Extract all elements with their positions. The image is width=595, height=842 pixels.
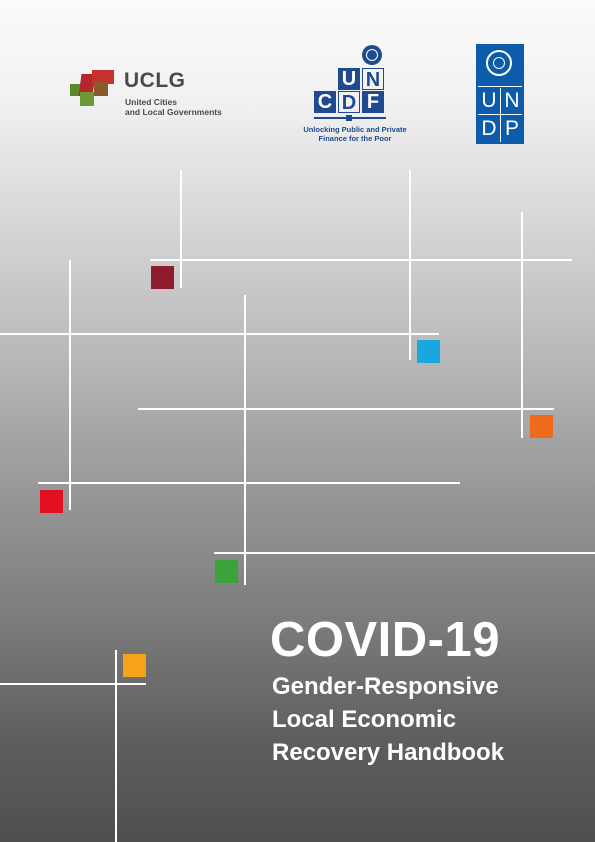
subtitle-line: Gender-Responsive — [272, 673, 499, 700]
un-emblem-icon — [362, 45, 382, 65]
uclg-fullname-line: and Local Governments — [125, 107, 222, 117]
cyan-square — [417, 340, 440, 363]
subtitle-line: Recovery Handbook — [272, 739, 505, 766]
decorative-line — [0, 333, 439, 335]
cover-subtitle: Gender-Responsive Local Economic Recover… — [272, 670, 504, 769]
orange-square — [530, 415, 553, 438]
uclg-mark-piece — [80, 92, 94, 106]
uclg-fullname: United Cities and Local Governments — [125, 97, 222, 117]
uncdf-letter: U — [338, 68, 360, 90]
decorative-line — [244, 295, 246, 585]
decorative-line — [115, 650, 117, 842]
uncdf-tagline-line: Unlocking Public and Private — [303, 125, 407, 134]
decorative-line — [0, 683, 146, 685]
undp-letter: N — [504, 89, 520, 112]
decorative-line — [409, 170, 411, 360]
uncdf-letter: C — [314, 91, 336, 113]
undp-divider — [478, 86, 522, 87]
uncdf-tagline: Unlocking Public and Private Finance for… — [290, 125, 420, 143]
uncdf-logo: U N C D F Unlocking Public and Private F… — [290, 44, 430, 154]
uncdf-dot — [346, 115, 352, 121]
subtitle-line: Local Economic — [272, 706, 457, 733]
uncdf-letter: N — [362, 68, 384, 91]
decorative-line — [69, 260, 71, 510]
decorative-line — [214, 552, 595, 554]
red-square — [40, 490, 63, 513]
decorative-line — [180, 170, 182, 288]
maroon-square — [151, 266, 174, 289]
uclg-fullname-line: United Cities — [125, 97, 177, 107]
undp-letter: D — [481, 117, 497, 140]
uncdf-letter: D — [338, 91, 360, 114]
undp-logo: U N D P — [476, 44, 524, 144]
uclg-mark-piece — [94, 82, 108, 96]
decorative-line — [38, 482, 460, 484]
decorative-line — [521, 212, 523, 438]
decorative-line — [138, 408, 554, 410]
yellow-square — [123, 654, 146, 677]
green-square — [215, 560, 238, 583]
uclg-logo: UCLG United Cities and Local Governments — [70, 69, 240, 120]
undp-letter: P — [504, 117, 519, 140]
uclg-mark-piece — [92, 70, 114, 84]
undp-divider — [478, 114, 522, 115]
un-emblem-icon — [486, 50, 512, 76]
uncdf-letter: F — [362, 91, 384, 113]
undp-letter: U — [481, 89, 497, 112]
uclg-name: UCLG — [124, 69, 186, 92]
decorative-line — [150, 259, 572, 261]
uncdf-tagline-line: Finance for the Poor — [318, 134, 392, 143]
undp-divider — [500, 88, 501, 142]
cover-title: COVID-19 — [270, 613, 501, 667]
